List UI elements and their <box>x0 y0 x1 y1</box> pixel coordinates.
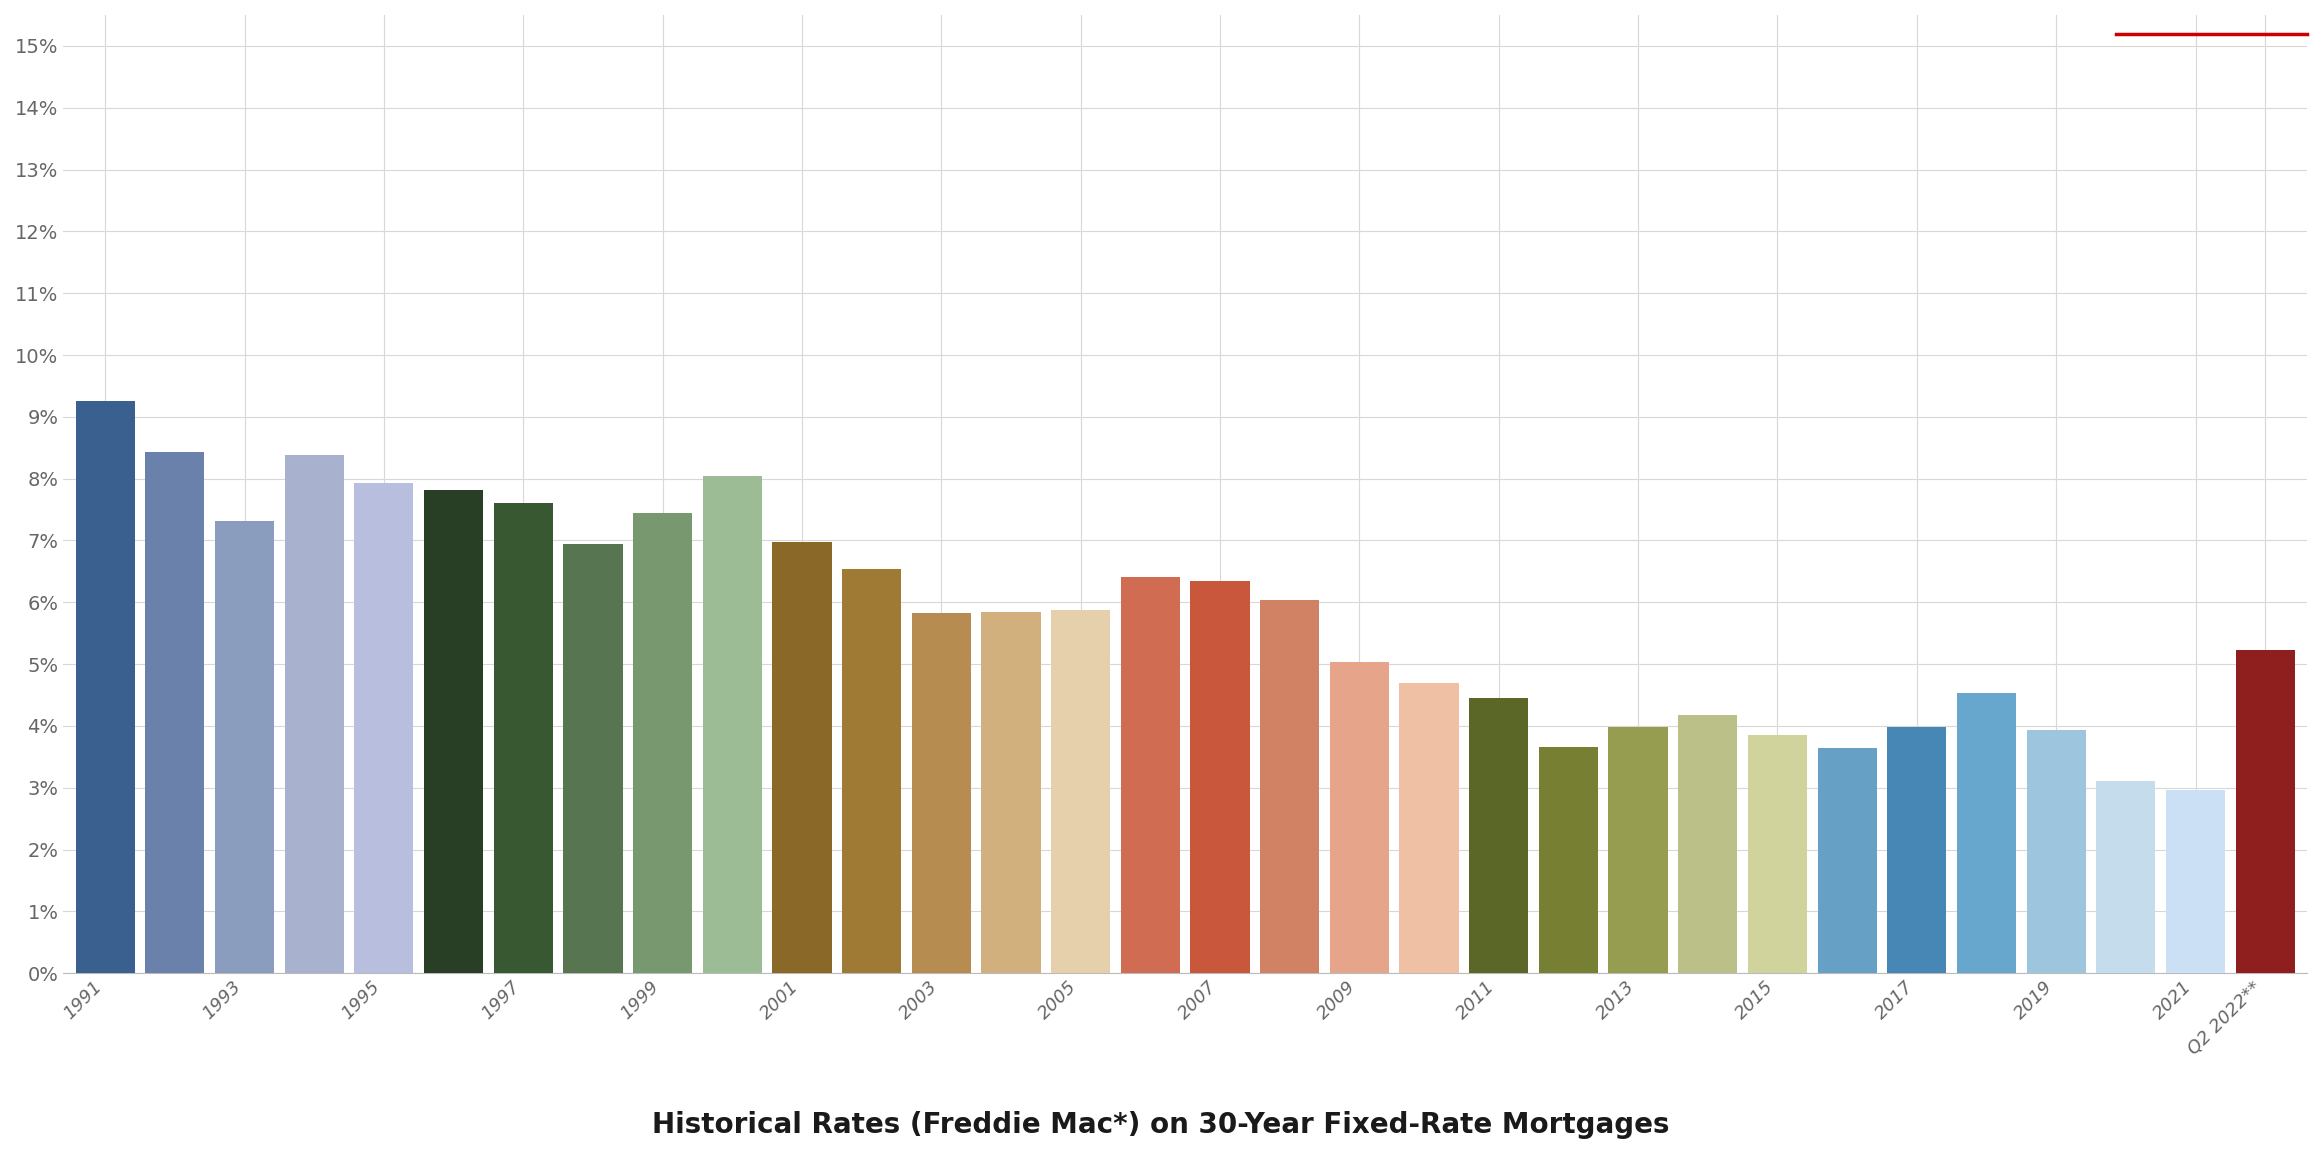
Bar <box>146 452 204 973</box>
Bar <box>1052 610 1110 973</box>
Bar <box>1609 727 1667 973</box>
Bar <box>2027 729 2085 973</box>
Bar <box>564 545 622 973</box>
Bar <box>2166 790 2224 973</box>
Bar <box>2236 650 2294 973</box>
Bar <box>913 613 971 973</box>
Bar <box>773 542 831 973</box>
Bar <box>1679 715 1737 973</box>
Bar <box>216 522 274 973</box>
Bar <box>1191 582 1249 973</box>
Bar <box>495 503 553 973</box>
Bar <box>2097 781 2155 973</box>
Bar <box>1122 577 1180 973</box>
Bar <box>1539 747 1598 973</box>
Bar <box>355 484 413 973</box>
Bar <box>843 569 901 973</box>
Bar <box>1400 683 1458 973</box>
Bar <box>1261 600 1319 973</box>
Bar <box>1331 661 1389 973</box>
Bar <box>1957 692 2015 973</box>
Bar <box>704 475 762 973</box>
Bar <box>286 455 344 973</box>
Bar <box>982 612 1040 973</box>
Text: Historical Rates (Freddie Mac*) on 30-Year Fixed-Rate Mortgages: Historical Rates (Freddie Mac*) on 30-Ye… <box>652 1111 1670 1139</box>
Bar <box>634 514 692 973</box>
Bar <box>1748 735 1807 973</box>
Bar <box>1470 698 1528 973</box>
Bar <box>77 402 135 973</box>
Bar <box>1888 727 1946 973</box>
Bar <box>425 490 483 973</box>
Bar <box>1818 748 1876 973</box>
